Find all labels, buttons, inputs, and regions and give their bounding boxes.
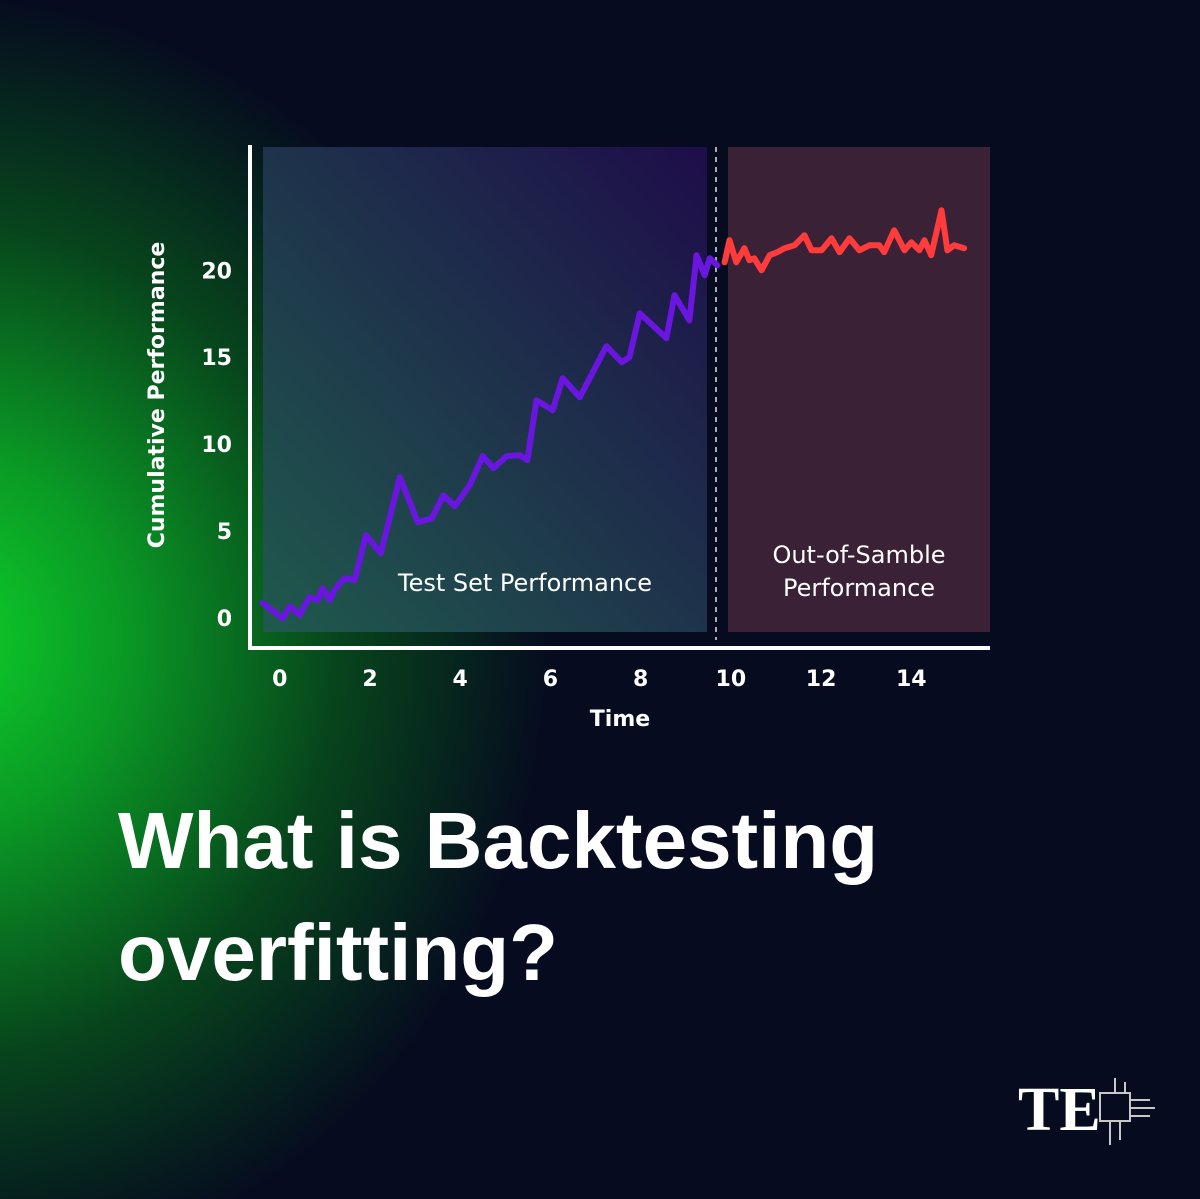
x-tick-label: 8 (633, 667, 648, 692)
x-tick-label: 12 (806, 667, 837, 692)
x-tick-label: 10 (716, 667, 747, 692)
x-tick-label: 14 (896, 667, 927, 692)
y-tick-label: 0 (217, 607, 232, 632)
headline: overfitting? (118, 908, 558, 997)
data-line (721, 207, 968, 274)
y-tick-label: 20 (201, 259, 232, 284)
region-label: Test Set Performance (397, 569, 652, 597)
x-axis-title: Time (590, 707, 650, 732)
x-tick-label: 0 (272, 667, 287, 692)
y-tick-label: 5 (217, 520, 232, 545)
x-tick-label: 2 (362, 667, 377, 692)
data-line (259, 252, 721, 622)
x-tick-label: 6 (543, 667, 558, 692)
y-tick-label: 15 (201, 346, 232, 371)
region-label: Out-of-Samble (772, 541, 945, 569)
region-label: Performance (783, 574, 935, 602)
logo: TE (1018, 1076, 1155, 1145)
y-tick-label: 10 (201, 433, 232, 458)
test-region (263, 147, 707, 632)
y-axis-title: Cumulative Performance (145, 242, 170, 549)
logo-text: TE (1018, 1076, 1101, 1144)
x-tick-label: 4 (453, 667, 468, 692)
headline: What is Backtesting (118, 796, 878, 885)
